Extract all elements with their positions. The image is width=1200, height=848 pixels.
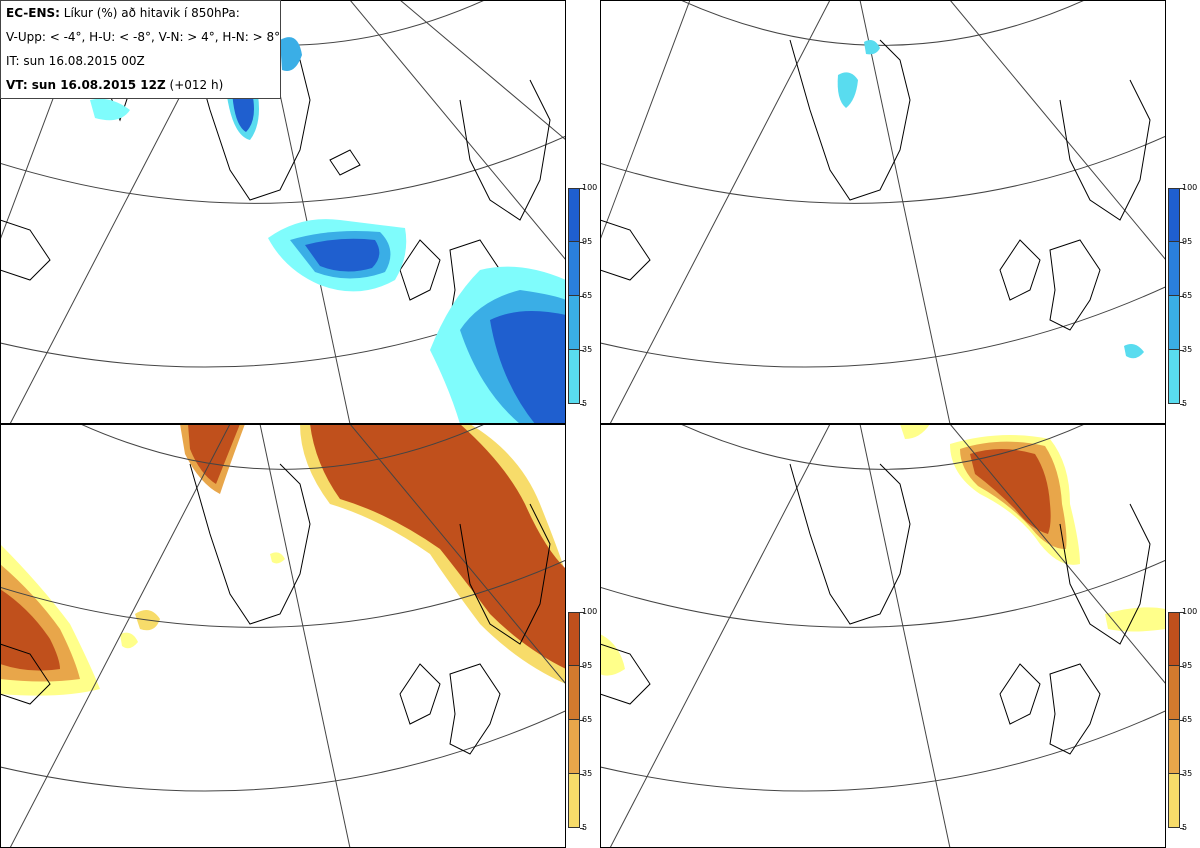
info-line-3: IT: sun 16.08.2015 00Z bbox=[6, 54, 145, 68]
colorbar-label: 35 bbox=[1182, 345, 1193, 354]
colorbar-segment bbox=[568, 666, 580, 720]
colorbar-tick bbox=[580, 296, 584, 297]
colorbar-tick bbox=[1180, 774, 1184, 775]
map-canvas bbox=[600, 424, 1166, 848]
colorbar-label: 95 bbox=[582, 661, 593, 670]
coastline bbox=[600, 39, 1151, 331]
colorbar-segment bbox=[1168, 296, 1180, 350]
colorbar-label: 95 bbox=[1182, 237, 1193, 246]
colorbar-label: 100 bbox=[1182, 183, 1198, 192]
colorbar-segment bbox=[568, 774, 580, 828]
map-canvas bbox=[600, 0, 1166, 424]
colorbar-tick bbox=[580, 188, 584, 189]
map-panel-cold-8 bbox=[600, 0, 1166, 424]
info-valid-time: VT: sun 16.08.2015 12Z bbox=[6, 78, 166, 92]
colorbar-label: 65 bbox=[582, 291, 593, 300]
colorbar-segment bbox=[1168, 242, 1180, 296]
colorbar-label: 35 bbox=[1182, 769, 1193, 778]
colorbar-tick bbox=[1180, 828, 1184, 829]
colorbar-label: 95 bbox=[1182, 661, 1193, 670]
colorbar-tick bbox=[1180, 720, 1184, 721]
colorbar-tick bbox=[580, 828, 584, 829]
colorbar-label: 65 bbox=[582, 715, 593, 724]
info-line-4: VT: sun 16.08.2015 12Z (+012 h) bbox=[6, 77, 275, 101]
info-box: EC-ENS: Líkur (%) að hitavik í 850hPa: V… bbox=[0, 0, 281, 99]
colorbar-tick bbox=[1180, 188, 1184, 189]
colorbar-label: 95 bbox=[582, 237, 593, 246]
colorbar-segment bbox=[568, 296, 580, 350]
colorbar-tick bbox=[1180, 242, 1184, 243]
colorbar-label: 35 bbox=[582, 345, 593, 354]
map-panel-warm-8 bbox=[600, 424, 1166, 848]
colorbar-label: 65 bbox=[1182, 291, 1193, 300]
probability-field bbox=[0, 424, 566, 696]
colorbar-tick bbox=[580, 774, 584, 775]
info-lead: (+012 h) bbox=[165, 78, 224, 92]
info-model: EC-ENS: bbox=[6, 6, 60, 20]
probability-field bbox=[837, 40, 1144, 359]
probability-field bbox=[600, 424, 1166, 676]
coastline bbox=[600, 463, 1151, 755]
colorbar-label: 5 bbox=[1182, 823, 1188, 832]
colorbar-segment bbox=[568, 188, 580, 242]
map-canvas bbox=[0, 424, 566, 848]
colorbar-tick bbox=[580, 242, 584, 243]
colorbar-segment bbox=[568, 612, 580, 666]
colorbar-warm-1: 100 95 65 35 5 bbox=[568, 608, 602, 836]
colorbar-segment bbox=[1168, 666, 1180, 720]
info-line-2: V-Upp: < -4°, H-U: < -8°, V-N: > 4°, H-N… bbox=[6, 30, 281, 44]
colorbar-tick bbox=[580, 612, 584, 613]
colorbar-tick bbox=[1180, 612, 1184, 613]
colorbar-cold-2: 100 95 65 35 5 bbox=[1168, 184, 1200, 412]
colorbar-segment bbox=[568, 350, 580, 404]
map-panel-cold-4: EC-ENS: Líkur (%) að hitavik í 850hPa: V… bbox=[0, 0, 566, 424]
colorbar-label: 5 bbox=[582, 823, 588, 832]
colorbar-tick bbox=[1180, 404, 1184, 405]
colorbar-segment bbox=[1168, 612, 1180, 666]
graticule bbox=[600, 0, 1166, 424]
colorbar-label: 5 bbox=[582, 399, 588, 408]
colorbar-tick bbox=[1180, 296, 1184, 297]
colorbar-warm-2: 100 95 65 35 5 bbox=[1168, 608, 1200, 836]
colorbar-tick bbox=[580, 666, 584, 667]
coastline bbox=[0, 463, 551, 755]
colorbar-segment bbox=[568, 720, 580, 774]
info-line-1: EC-ENS: Líkur (%) að hitavik í 850hPa: bbox=[6, 5, 275, 29]
colorbar-tick bbox=[580, 404, 584, 405]
colorbar-segment bbox=[1168, 720, 1180, 774]
colorbar-tick bbox=[1180, 666, 1184, 667]
colorbar-label: 100 bbox=[1182, 607, 1198, 616]
info-title: Líkur (%) að hitavik í 850hPa: bbox=[59, 6, 240, 20]
colorbar-tick bbox=[1180, 350, 1184, 351]
colorbar-segment bbox=[568, 242, 580, 296]
colorbar-tick bbox=[580, 350, 584, 351]
colorbar-cold-1: 100 95 65 35 5 bbox=[568, 184, 602, 412]
colorbar-segment bbox=[1168, 774, 1180, 828]
graticule bbox=[600, 424, 1166, 848]
colorbar-label: 35 bbox=[582, 769, 593, 778]
graticule bbox=[0, 424, 566, 848]
colorbar-label: 100 bbox=[582, 183, 598, 192]
colorbar-segment bbox=[1168, 350, 1180, 404]
map-panel-warm-4 bbox=[0, 424, 566, 848]
colorbar-label: 65 bbox=[1182, 715, 1193, 724]
colorbar-label: 100 bbox=[582, 607, 598, 616]
colorbar-segment bbox=[1168, 188, 1180, 242]
colorbar-label: 5 bbox=[1182, 399, 1188, 408]
colorbar-tick bbox=[580, 720, 584, 721]
